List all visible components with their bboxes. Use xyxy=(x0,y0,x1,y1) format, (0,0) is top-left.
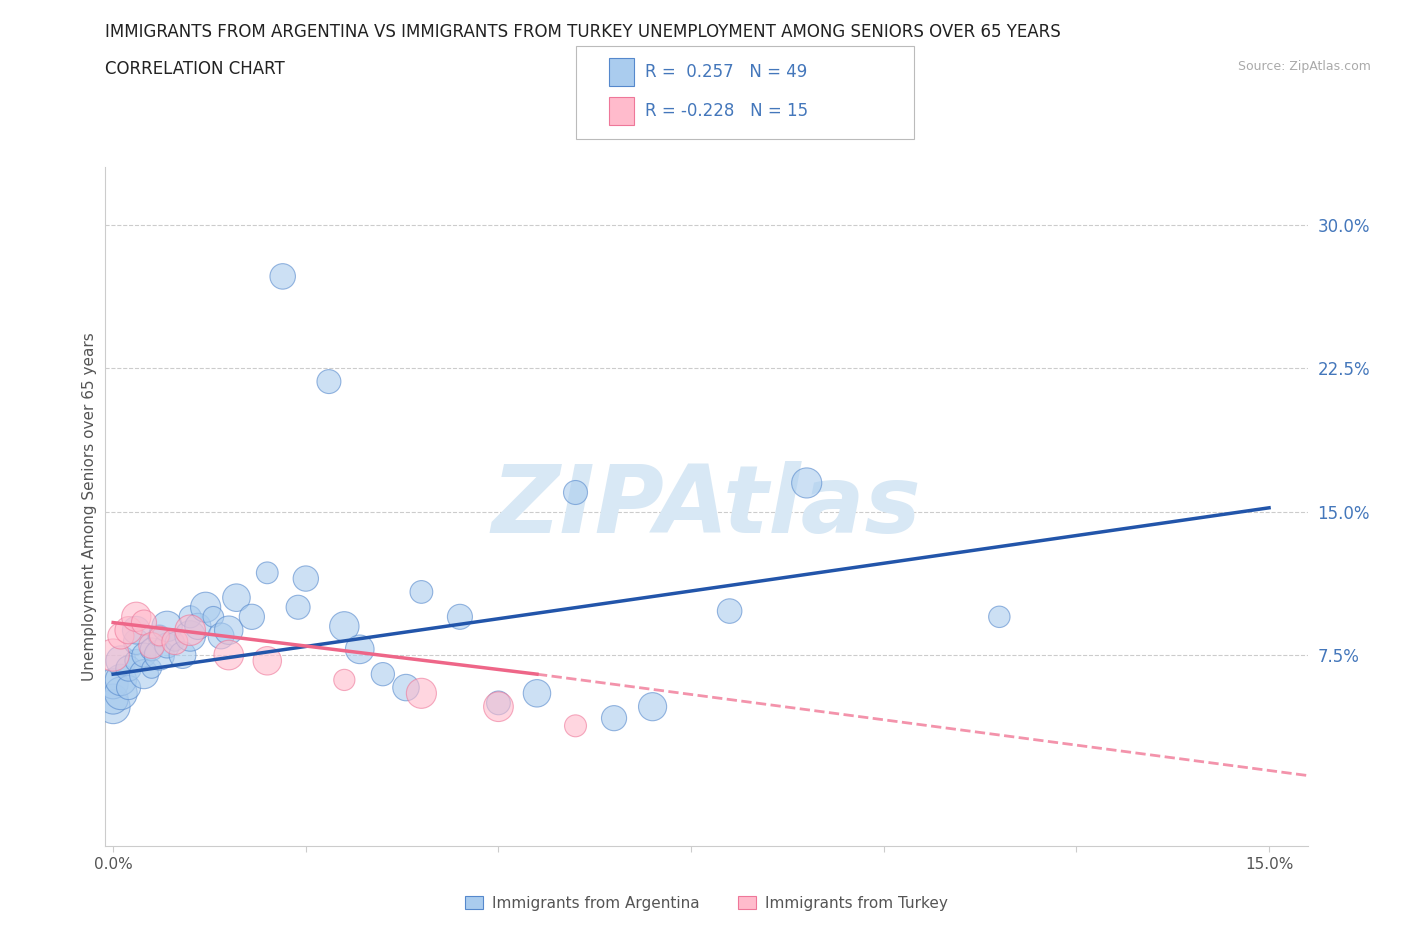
Point xyxy=(156,638,179,653)
Point xyxy=(101,699,124,714)
Point xyxy=(256,565,278,580)
Point xyxy=(641,699,664,714)
Point xyxy=(218,623,240,638)
Point xyxy=(101,692,124,707)
Text: CORRELATION CHART: CORRELATION CHART xyxy=(105,60,285,78)
Point xyxy=(287,600,309,615)
Point xyxy=(194,600,217,615)
Point xyxy=(110,672,132,687)
Text: Source: ZipAtlas.com: Source: ZipAtlas.com xyxy=(1237,60,1371,73)
Point xyxy=(488,699,510,714)
Text: IMMIGRANTS FROM ARGENTINA VS IMMIGRANTS FROM TURKEY UNEMPLOYMENT AMONG SENIORS O: IMMIGRANTS FROM ARGENTINA VS IMMIGRANTS … xyxy=(105,23,1062,41)
Point xyxy=(110,654,132,669)
Point xyxy=(256,654,278,669)
Point xyxy=(172,647,194,662)
Point xyxy=(141,638,163,653)
Point xyxy=(110,685,132,700)
Point xyxy=(163,634,186,649)
Point xyxy=(564,485,586,500)
Point xyxy=(141,661,163,676)
Point xyxy=(218,647,240,662)
Point xyxy=(110,629,132,644)
Point xyxy=(603,711,626,725)
Point xyxy=(179,629,201,644)
Point xyxy=(295,571,318,586)
Point xyxy=(564,718,586,733)
Point xyxy=(163,634,186,649)
Point xyxy=(148,647,170,662)
Point xyxy=(271,269,294,284)
Point xyxy=(132,647,155,662)
Point xyxy=(488,696,510,711)
Point xyxy=(179,623,201,638)
Point xyxy=(796,475,818,490)
Legend: Immigrants from Argentina, Immigrants from Turkey: Immigrants from Argentina, Immigrants fr… xyxy=(458,889,955,917)
Point xyxy=(101,647,124,662)
Point xyxy=(718,604,741,618)
Y-axis label: Unemployment Among Seniors over 65 years: Unemployment Among Seniors over 65 years xyxy=(82,333,97,682)
Point xyxy=(202,609,225,624)
Point xyxy=(125,634,148,649)
Text: R =  0.257   N = 49: R = 0.257 N = 49 xyxy=(645,63,807,81)
Point xyxy=(411,585,433,600)
Point xyxy=(187,619,209,634)
Point xyxy=(117,623,139,638)
Point xyxy=(117,661,139,676)
Point xyxy=(988,609,1011,624)
Text: ZIPAtlas: ZIPAtlas xyxy=(492,461,921,552)
Point xyxy=(333,672,356,687)
Point xyxy=(449,609,471,624)
Point xyxy=(333,619,356,634)
Point xyxy=(132,667,155,682)
Text: R = -0.228   N = 15: R = -0.228 N = 15 xyxy=(645,102,808,120)
Point xyxy=(395,680,418,695)
Point xyxy=(141,642,163,657)
Point xyxy=(117,680,139,695)
Point xyxy=(209,629,232,644)
Point xyxy=(240,609,263,624)
Point xyxy=(125,654,148,669)
Point xyxy=(179,609,201,624)
Point xyxy=(125,609,148,624)
Point xyxy=(156,619,179,634)
Point xyxy=(148,629,170,644)
Point xyxy=(132,615,155,630)
Point xyxy=(411,685,433,700)
Point xyxy=(125,623,148,638)
Point xyxy=(318,374,340,389)
Point xyxy=(349,642,371,657)
Point xyxy=(148,629,170,644)
Point xyxy=(371,667,394,682)
Point xyxy=(101,676,124,691)
Point xyxy=(225,591,247,605)
Point xyxy=(526,685,548,700)
